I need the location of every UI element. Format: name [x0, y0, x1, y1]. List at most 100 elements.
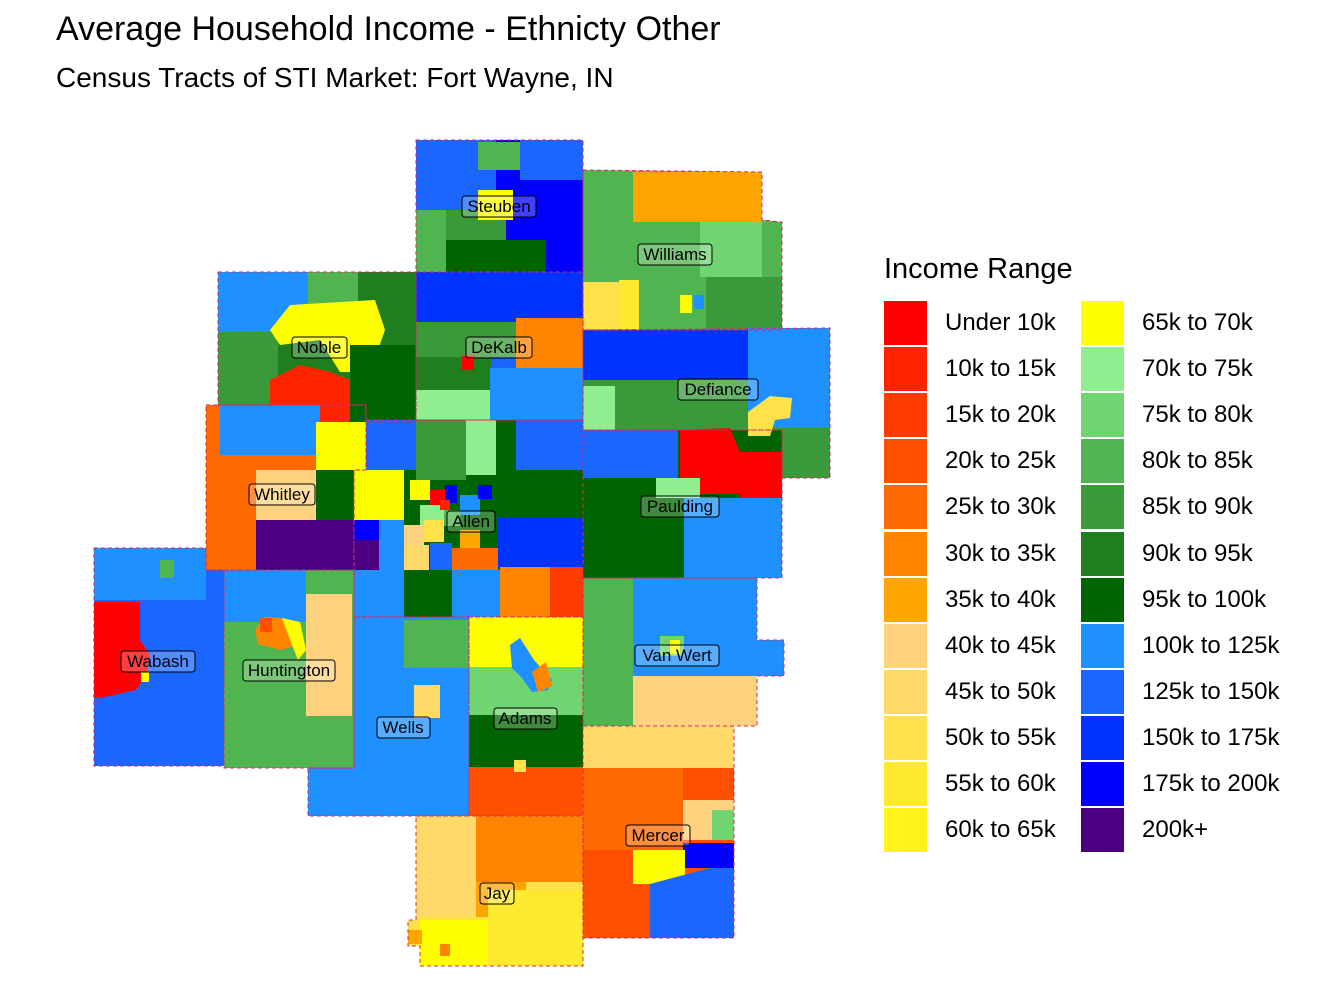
- legend-swatch: [1081, 762, 1124, 806]
- svg-text:Huntington: Huntington: [248, 661, 330, 680]
- legend-item: 150k to 175k: [1081, 715, 1301, 761]
- svg-text:Williams: Williams: [643, 245, 706, 264]
- legend-swatch: [1081, 347, 1124, 392]
- legend-item: 70k to 75k: [1081, 346, 1301, 392]
- legend-label: 65k to 70k: [1142, 309, 1253, 336]
- legend-swatch: [1081, 577, 1124, 622]
- legend-label: 125k to 150k: [1142, 677, 1280, 705]
- legend-swatch: [884, 439, 927, 484]
- legend-label: 95k to 100k: [1142, 585, 1267, 613]
- census-tracts: [94, 140, 830, 966]
- legend-label: 200k+: [1142, 816, 1209, 844]
- svg-text:Van Wert: Van Wert: [642, 646, 712, 665]
- legend-label: 70k to 75k: [1142, 355, 1253, 383]
- legend-swatch: [884, 531, 927, 576]
- label-allen: Allen: [446, 510, 496, 533]
- legend-swatch: [1081, 485, 1124, 530]
- legend-item: 35k to 40k: [884, 577, 1104, 623]
- svg-text:Steuben: Steuben: [467, 197, 530, 216]
- svg-text:Allen: Allen: [452, 512, 490, 531]
- legend-label: 100k to 125k: [1142, 631, 1280, 659]
- legend-title: Income Range: [884, 253, 1073, 285]
- legend-label: 75k to 80k: [1142, 401, 1253, 429]
- label-adams: Adams: [493, 707, 558, 730]
- legend-item: 125k to 150k: [1081, 669, 1301, 715]
- svg-text:Whitley: Whitley: [254, 485, 310, 504]
- legend-swatch: [884, 393, 927, 438]
- legend-swatch: [884, 301, 927, 345]
- legend-label: 55k to 60k: [945, 770, 1056, 797]
- label-noble: Noble: [291, 336, 348, 359]
- map-subtitle: Census Tracts of STI Market: Fort Wayne,…: [56, 62, 614, 93]
- legend-swatch: [884, 715, 927, 760]
- legend-label: 50k to 55k: [945, 723, 1056, 751]
- label-williams: Williams: [637, 243, 713, 266]
- legend-label: 40k to 45k: [945, 631, 1056, 659]
- legend-item: 60k to 65k: [884, 807, 1104, 853]
- legend-label: 150k to 175k: [1142, 723, 1280, 751]
- legend-label: 90k to 95k: [1142, 539, 1253, 567]
- svg-text:Jay: Jay: [484, 884, 511, 903]
- legend-item: 45k to 50k: [884, 669, 1104, 715]
- legend-swatch: [884, 347, 927, 392]
- legend-label: 35k to 40k: [945, 585, 1056, 613]
- legend-swatch: [1081, 715, 1124, 760]
- svg-text:Mercer: Mercer: [632, 826, 685, 845]
- legend-item: 65k to 70k: [1081, 300, 1301, 346]
- legend-item: 55k to 60k: [884, 761, 1104, 807]
- legend-swatch: [1081, 808, 1124, 853]
- legend-label: 25k to 30k: [945, 493, 1056, 521]
- legend-item: 20k to 25k: [884, 438, 1104, 484]
- legend-swatch: [1081, 669, 1124, 714]
- svg-text:DeKalb: DeKalb: [471, 338, 527, 357]
- legend-swatch: [884, 669, 927, 714]
- legend-item: 25k to 30k: [884, 484, 1104, 530]
- legend-label: 85k to 90k: [1142, 493, 1253, 521]
- legend-label: 15k to 20k: [945, 401, 1056, 429]
- legend-label: Under 10k: [945, 309, 1056, 336]
- svg-text:Paulding: Paulding: [647, 497, 713, 516]
- legend-item: 85k to 90k: [1081, 484, 1301, 530]
- legend-swatch: [884, 623, 927, 668]
- legend-label: 30k to 35k: [945, 539, 1056, 567]
- legend-item: Under 10k: [884, 300, 1104, 346]
- svg-text:Adams: Adams: [499, 709, 552, 728]
- label-dekalb: DeKalb: [465, 336, 533, 359]
- svg-text:Wabash: Wabash: [127, 652, 189, 671]
- legend-swatch: [1081, 531, 1124, 576]
- svg-text:Wells: Wells: [382, 718, 423, 737]
- legend-swatch: [1081, 623, 1124, 668]
- svg-text:Defiance: Defiance: [684, 380, 751, 399]
- legend-item: 75k to 80k: [1081, 392, 1301, 438]
- label-huntington: Huntington: [242, 659, 336, 682]
- legend-swatch: [1081, 393, 1124, 438]
- legend-swatch: [884, 577, 927, 622]
- legend-item: 100k to 125k: [1081, 623, 1301, 669]
- legend-swatch: [1081, 301, 1124, 345]
- map-title: Average Household Income - Ethnicty Othe…: [56, 10, 721, 48]
- legend-item: 50k to 55k: [884, 715, 1104, 761]
- legend-label: 10k to 15k: [945, 355, 1056, 383]
- legend: Under 10k 10k to 15k 15k to 20k 20k to 25k 2…: [884, 300, 1324, 860]
- choropleth-map: Steuben Williams Noble DeKalb Defiance W…: [93, 139, 831, 967]
- label-vanwert: Van Wert: [634, 644, 720, 667]
- legend-swatch: [884, 762, 927, 806]
- label-paulding: Paulding: [640, 495, 720, 518]
- legend-item: 80k to 85k: [1081, 438, 1301, 484]
- legend-label: 45k to 50k: [945, 677, 1056, 705]
- label-wabash: Wabash: [120, 650, 196, 673]
- label-defiance: Defiance: [677, 378, 759, 401]
- legend-swatch: [884, 808, 927, 853]
- legend-swatch: [1081, 439, 1124, 484]
- legend-item: 15k to 20k: [884, 392, 1104, 438]
- legend-swatch: [884, 485, 927, 530]
- legend-label: 175k to 200k: [1142, 770, 1280, 797]
- label-steuben: Steuben: [461, 195, 537, 218]
- legend-item: 200k+: [1081, 807, 1301, 853]
- label-whitley: Whitley: [248, 483, 316, 506]
- label-mercer: Mercer: [625, 824, 691, 847]
- label-jay: Jay: [479, 882, 515, 905]
- label-wells: Wells: [376, 716, 431, 739]
- legend-item: 90k to 95k: [1081, 531, 1301, 577]
- legend-item: 175k to 200k: [1081, 761, 1301, 807]
